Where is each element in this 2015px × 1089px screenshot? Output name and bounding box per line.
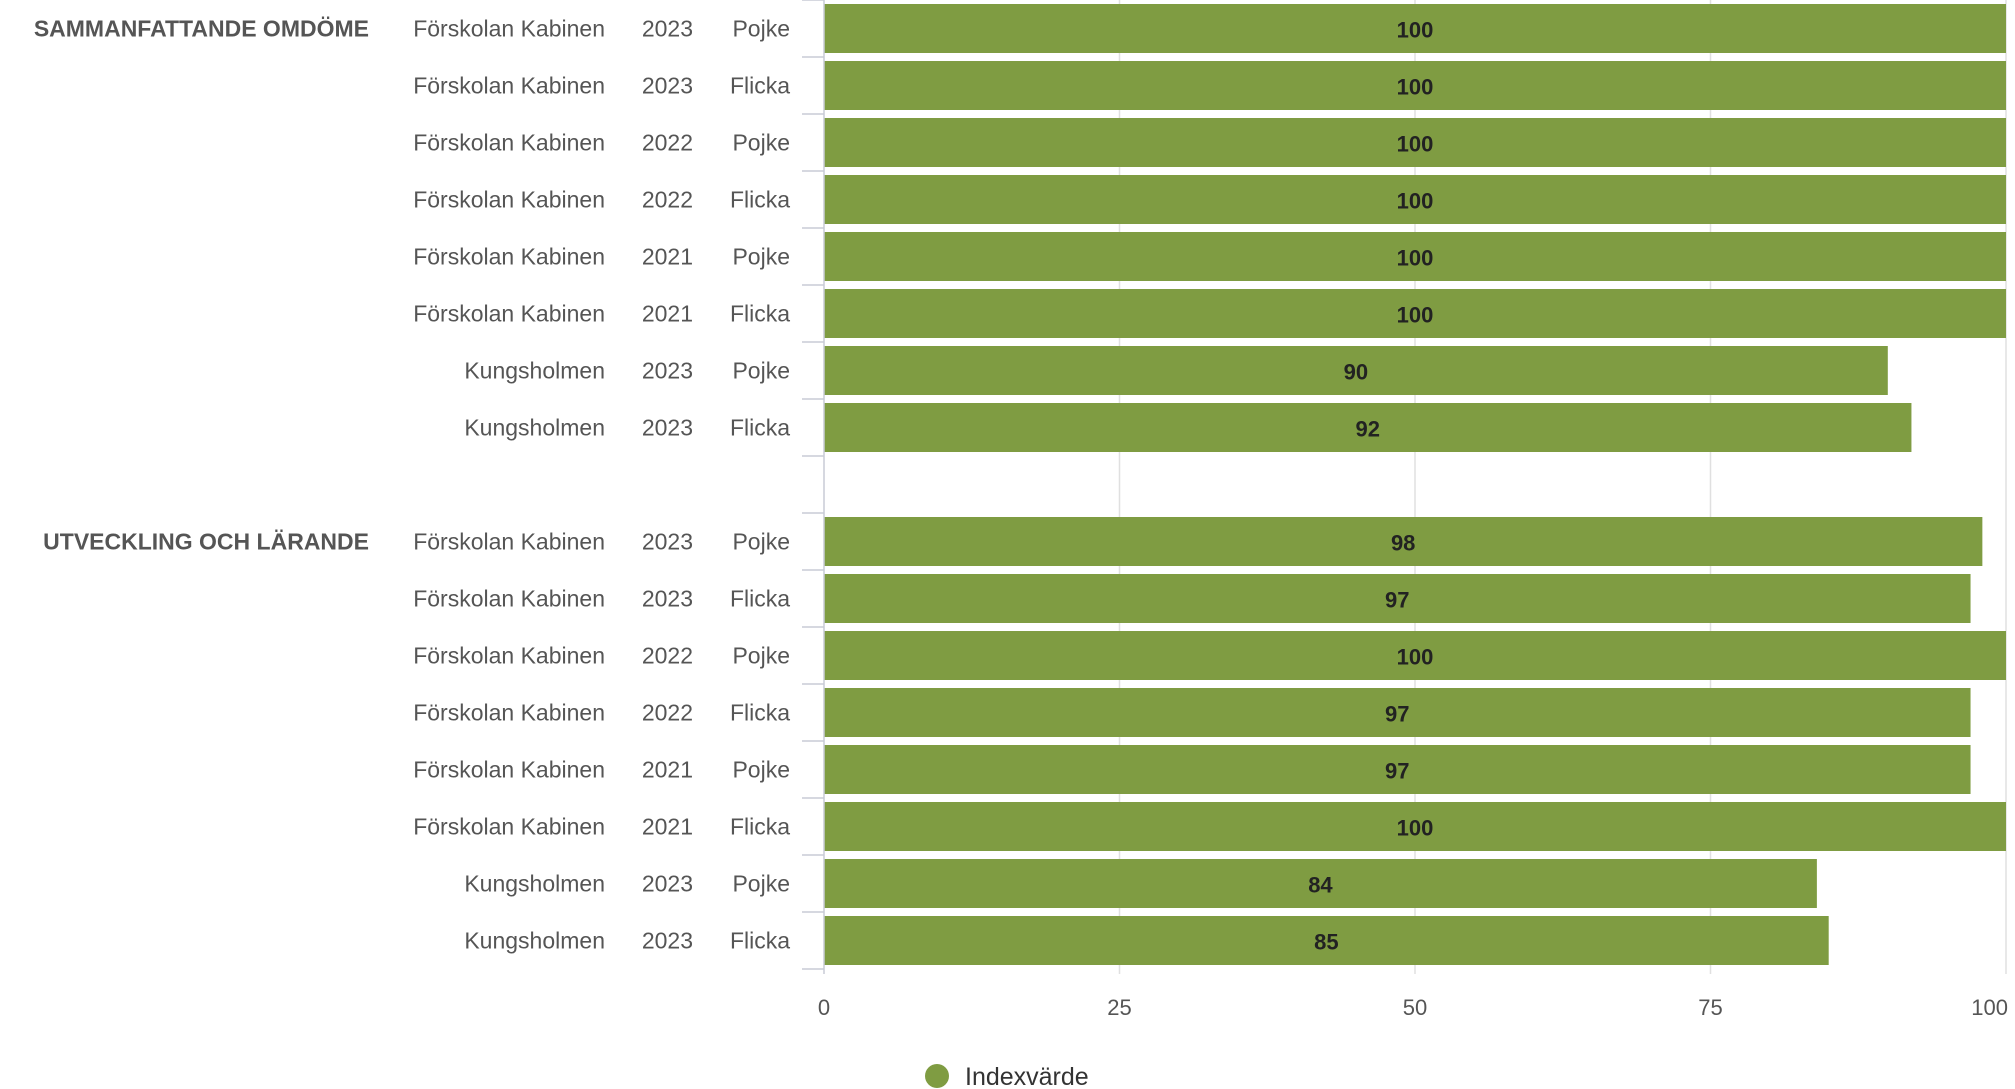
gender-label: Flicka bbox=[730, 814, 790, 840]
year-label: 2023 bbox=[642, 415, 693, 441]
category-labels: Pojke 2023 Förskolan Kabinen SAMMANFATTANDE… bbox=[34, 16, 790, 954]
bar-value-label: 100 bbox=[1397, 246, 1434, 271]
gender-label: Pojke bbox=[732, 757, 790, 783]
bar[interactable] bbox=[824, 631, 2006, 680]
year-label: 2021 bbox=[642, 244, 693, 270]
bar-value-label: 100 bbox=[1397, 645, 1434, 670]
year-label: 2023 bbox=[642, 358, 693, 384]
bar[interactable] bbox=[824, 859, 1817, 908]
bar[interactable] bbox=[824, 745, 1971, 794]
gender-label: Flicka bbox=[730, 73, 790, 99]
gender-label: Pojke bbox=[732, 244, 790, 270]
unit-label: Förskolan Kabinen bbox=[413, 757, 605, 783]
bar-value-label: 100 bbox=[1397, 132, 1434, 157]
year-label: 2023 bbox=[642, 16, 693, 42]
year-label: 2023 bbox=[642, 586, 693, 612]
gender-label: Flicka bbox=[730, 187, 790, 213]
year-label: 2022 bbox=[642, 700, 693, 726]
group-label: SAMMANFATTANDE OMDÖME bbox=[34, 16, 369, 42]
gender-label: Pojke bbox=[732, 643, 790, 669]
legend[interactable]: Indexvärde bbox=[925, 1063, 1089, 1089]
bar-value-label: 84 bbox=[1308, 873, 1333, 898]
gender-label: Flicka bbox=[730, 415, 790, 441]
group-label: UTVECKLING OCH LÄRANDE bbox=[43, 529, 369, 555]
gender-label: Flicka bbox=[730, 586, 790, 612]
year-label: 2021 bbox=[642, 301, 693, 327]
bar-value-label: 97 bbox=[1385, 702, 1409, 727]
bar-value-label: 100 bbox=[1397, 75, 1434, 100]
bar[interactable] bbox=[824, 688, 1971, 737]
unit-label: Förskolan Kabinen bbox=[413, 130, 605, 156]
bar-value-label: 90 bbox=[1344, 360, 1368, 385]
bar[interactable] bbox=[824, 517, 1983, 566]
bar-value-label: 97 bbox=[1385, 588, 1409, 613]
gender-label: Pojke bbox=[732, 871, 790, 897]
bar-value-label: 85 bbox=[1314, 930, 1338, 955]
bar[interactable] bbox=[824, 232, 2006, 281]
unit-label: Kungsholmen bbox=[464, 358, 605, 384]
x-tick-label: 50 bbox=[1403, 995, 1427, 1020]
unit-label: Kungsholmen bbox=[464, 871, 605, 897]
year-label: 2022 bbox=[642, 643, 693, 669]
bar-value-label: 100 bbox=[1397, 18, 1434, 43]
gender-label: Pojke bbox=[732, 529, 790, 555]
bar-value-label: 92 bbox=[1355, 417, 1379, 442]
bar[interactable] bbox=[824, 916, 1829, 965]
year-label: 2023 bbox=[642, 928, 693, 954]
year-label: 2023 bbox=[642, 529, 693, 555]
bar[interactable] bbox=[824, 61, 2006, 110]
gender-label: Pojke bbox=[732, 16, 790, 42]
bar-value-label: 100 bbox=[1397, 189, 1434, 214]
year-label: 2021 bbox=[642, 757, 693, 783]
bar-value-label: 98 bbox=[1391, 531, 1415, 556]
year-label: 2022 bbox=[642, 187, 693, 213]
bar-value-label: 100 bbox=[1397, 303, 1434, 328]
bars: 100 100 100 100 100 100 90 92 98 97 100 97 97 100 84 85 bbox=[824, 4, 2006, 965]
bar-value-label: 97 bbox=[1385, 759, 1409, 784]
gender-label: Pojke bbox=[732, 130, 790, 156]
unit-label: Förskolan Kabinen bbox=[413, 73, 605, 99]
bar-value-label: 100 bbox=[1397, 816, 1434, 841]
unit-label: Kungsholmen bbox=[464, 415, 605, 441]
bar[interactable] bbox=[824, 118, 2006, 167]
gender-label: Flicka bbox=[730, 928, 790, 954]
legend-swatch-icon[interactable] bbox=[925, 1064, 949, 1088]
bar[interactable] bbox=[824, 4, 2006, 53]
unit-label: Förskolan Kabinen bbox=[413, 814, 605, 840]
year-label: 2022 bbox=[642, 130, 693, 156]
year-label: 2023 bbox=[642, 73, 693, 99]
bar[interactable] bbox=[824, 574, 1971, 623]
x-tick-label: 75 bbox=[1698, 995, 1722, 1020]
y-axis bbox=[802, 0, 825, 974]
bar[interactable] bbox=[824, 289, 2006, 338]
unit-label: Förskolan Kabinen bbox=[413, 16, 605, 42]
x-tick-label: 100 bbox=[1971, 995, 2008, 1020]
bar[interactable] bbox=[824, 175, 2006, 224]
unit-label: Förskolan Kabinen bbox=[413, 244, 605, 270]
year-label: 2021 bbox=[642, 814, 693, 840]
legend-label[interactable]: Indexvärde bbox=[965, 1063, 1089, 1089]
gender-label: Flicka bbox=[730, 301, 790, 327]
year-label: 2023 bbox=[642, 871, 693, 897]
unit-label: Förskolan Kabinen bbox=[413, 301, 605, 327]
gender-label: Pojke bbox=[732, 358, 790, 384]
x-tick-label: 25 bbox=[1107, 995, 1131, 1020]
unit-label: Kungsholmen bbox=[464, 928, 605, 954]
unit-label: Förskolan Kabinen bbox=[413, 187, 605, 213]
x-axis-ticks: 0 25 50 75 100 bbox=[818, 995, 2008, 1020]
bar[interactable] bbox=[824, 346, 1888, 395]
unit-label: Förskolan Kabinen bbox=[413, 529, 605, 555]
unit-label: Förskolan Kabinen bbox=[413, 586, 605, 612]
bar[interactable] bbox=[824, 802, 2006, 851]
gender-label: Flicka bbox=[730, 700, 790, 726]
x-tick-label: 0 bbox=[818, 995, 830, 1020]
bar[interactable] bbox=[824, 403, 1912, 452]
unit-label: Förskolan Kabinen bbox=[413, 643, 605, 669]
unit-label: Förskolan Kabinen bbox=[413, 700, 605, 726]
